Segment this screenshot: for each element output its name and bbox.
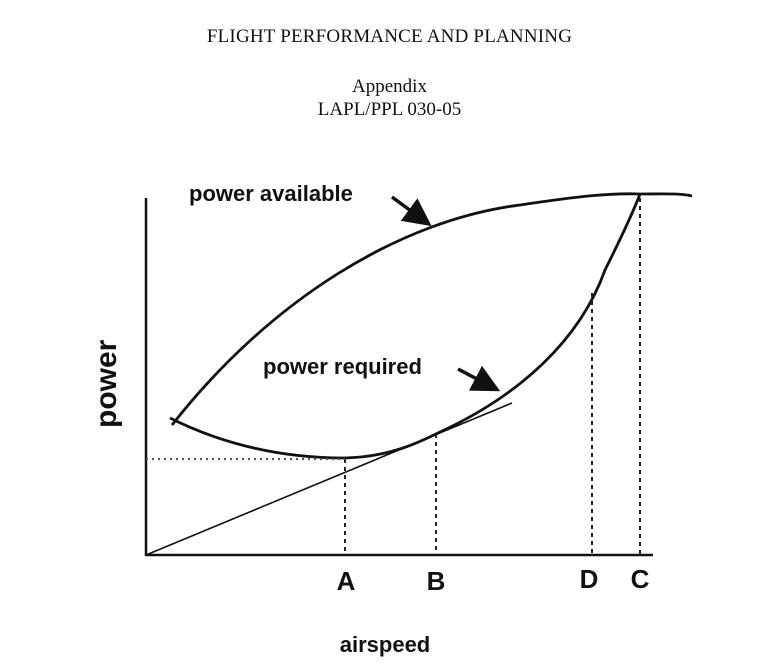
power-available-curve [170,192,693,426]
power-required-curve [169,193,642,460]
speed-marker-d: D [580,564,599,594]
power-available-arrow [390,195,432,227]
power-required-label: power required [263,354,422,379]
speed-marker-c: C [631,564,650,594]
y-axis-label: power [90,339,123,428]
speed-marker-b: B [427,566,446,596]
appendix-code: LAPL/PPL 030-05 [317,99,462,120]
tangent-line [145,402,513,556]
page-header-title: FLIGHT PERFORMANCE AND PLANNING [206,26,573,47]
power-available-label: power available [189,181,353,206]
power-required-arrow [457,365,501,392]
appendix-label: Appendix [352,76,427,97]
x-axis-label: airspeed [340,632,431,657]
speed-marker-a: A [337,566,356,596]
